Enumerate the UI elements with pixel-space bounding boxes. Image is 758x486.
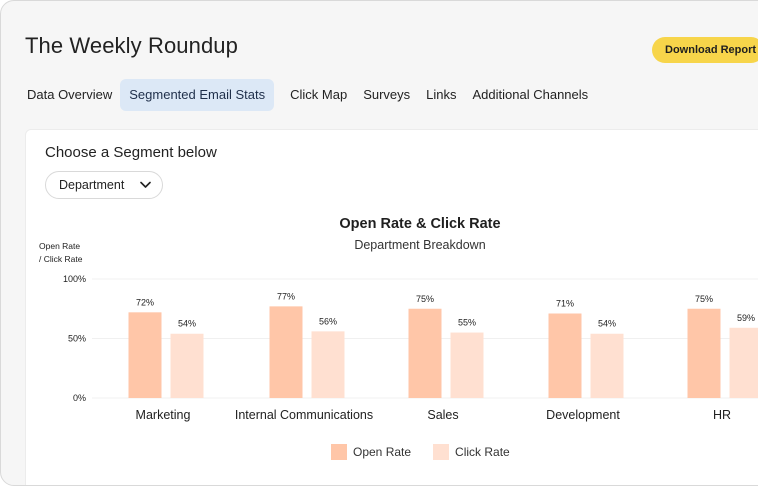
bar-open-rate xyxy=(409,309,442,398)
data-label: 59% xyxy=(737,313,755,323)
data-label: 54% xyxy=(178,319,196,329)
tab-data-overview[interactable]: Data Overview xyxy=(15,79,124,111)
x-tick-label: Sales xyxy=(427,408,458,422)
data-label: 55% xyxy=(458,318,476,328)
data-label: 75% xyxy=(416,294,434,304)
data-label: 56% xyxy=(319,316,337,326)
data-label: 71% xyxy=(556,299,574,309)
y-tick-label: 0% xyxy=(73,393,86,403)
legend-swatch-open-rate xyxy=(331,444,347,460)
tab-additional-channels[interactable]: Additional Channels xyxy=(461,79,601,111)
bar-open-rate xyxy=(129,312,162,398)
bar-click-rate xyxy=(591,334,624,398)
bar-click-rate xyxy=(312,331,345,398)
x-tick-label: Marketing xyxy=(136,408,191,422)
data-label: 77% xyxy=(277,291,295,301)
tab-segmented-email-stats[interactable]: Segmented Email Stats xyxy=(120,79,274,111)
page-title: The Weekly Roundup xyxy=(25,33,238,59)
bar-click-rate xyxy=(730,328,758,398)
bar-click-rate xyxy=(451,333,484,398)
data-label: 72% xyxy=(136,297,154,307)
tab-bar: Data Overview Segmented Email Stats Clic… xyxy=(15,79,592,111)
x-tick-label: HR xyxy=(713,408,731,422)
legend-item-open-rate: Open Rate xyxy=(331,444,411,460)
segment-panel: Choose a Segment below Department Open R… xyxy=(25,129,758,486)
x-tick-label: Development xyxy=(546,408,620,422)
y-tick-label: 50% xyxy=(68,334,86,344)
bar-chart: 100% 50% 0% 72% 54% Marketing 77% 56% Internal C… xyxy=(26,130,758,486)
data-label: 54% xyxy=(598,319,616,329)
legend-label: Open Rate xyxy=(353,445,411,459)
bar-click-rate xyxy=(171,334,204,398)
bar-open-rate xyxy=(688,309,721,398)
bar-open-rate xyxy=(270,306,303,398)
tab-click-map[interactable]: Click Map xyxy=(278,79,359,111)
legend-swatch-click-rate xyxy=(433,444,449,460)
data-label: 75% xyxy=(695,294,713,304)
bar-open-rate xyxy=(549,314,582,398)
legend-label: Click Rate xyxy=(455,445,510,459)
chart-legend: Open Rate Click Rate xyxy=(331,444,532,460)
download-report-button[interactable]: Download Report xyxy=(652,37,758,63)
x-tick-label: Internal Communications xyxy=(235,408,373,422)
y-tick-label: 100% xyxy=(63,274,86,284)
legend-item-click-rate: Click Rate xyxy=(433,444,510,460)
tab-surveys[interactable]: Surveys xyxy=(351,79,422,111)
